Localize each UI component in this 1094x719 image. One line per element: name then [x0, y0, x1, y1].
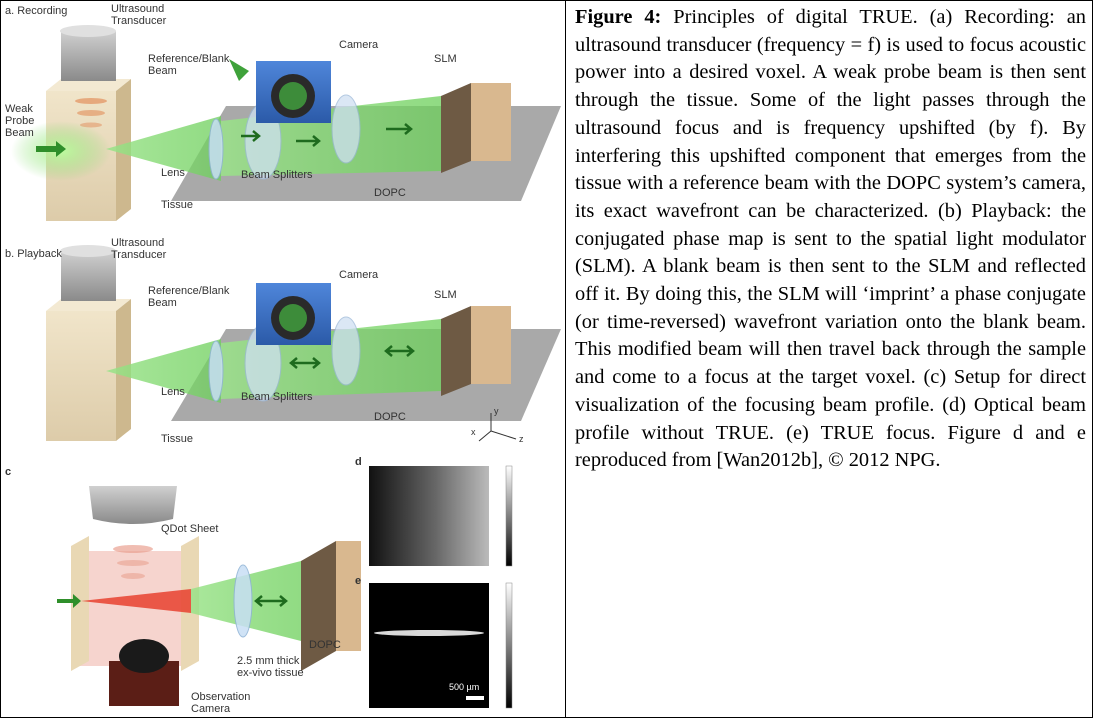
figure-caption: Figure 4: Principles of digital TRUE. (a… [575, 4, 1086, 475]
beam-splitter-2 [331, 316, 361, 386]
observation-camera-lens [119, 639, 169, 673]
scalebar-label: 500 µm [449, 682, 480, 692]
tissue-top [46, 299, 131, 311]
lens-label: Lens [161, 167, 185, 179]
bidirectional-arrow [289, 357, 321, 369]
transducer-top [60, 25, 116, 37]
axis-x-label: x [471, 427, 476, 437]
focus-line [81, 589, 191, 613]
panel-c-label: c [5, 466, 12, 478]
tissue-block [46, 311, 116, 441]
caption-text: Principles of digital TRUE. (a) Recordin… [575, 6, 1086, 472]
panel-a-label: a. Recording [5, 5, 68, 17]
probe-label: Weak Probe Beam [5, 103, 35, 139]
axes-icon [478, 413, 517, 442]
panel-b-label: b. Playback [5, 248, 62, 260]
camera-label: Camera [339, 39, 379, 51]
caption-label: Figure 4: [575, 6, 662, 28]
camera-sensor [279, 82, 307, 110]
slm-face [441, 83, 471, 173]
c-lens [233, 564, 253, 638]
beam-cone [106, 116, 221, 181]
transducer [61, 251, 116, 301]
c-transducer [89, 486, 177, 524]
tissue-top [46, 79, 131, 91]
beam-splitter-2 [331, 94, 361, 164]
transducer-label: Ultrasound Transducer [111, 237, 167, 261]
c-slm-box [336, 541, 361, 651]
slm-face [441, 306, 471, 396]
lens-label: Lens [161, 386, 185, 398]
axis-y-label: y [494, 406, 499, 416]
qdot-label: QDot Sheet [161, 523, 219, 535]
figure-4-illustration: a. Recording Ultrasound Transducer Refer… [1, 1, 564, 717]
splitters-label: Beam Splitters [241, 391, 313, 403]
slm-box [471, 83, 511, 161]
table-divider [565, 0, 566, 718]
colorbar-e [505, 582, 513, 709]
dopc-label: DOPC [374, 411, 406, 423]
panel-c [57, 486, 361, 706]
ref-arrow [229, 59, 249, 81]
profile-d-image [369, 466, 489, 566]
slm-label: SLM [434, 53, 457, 65]
focus-line-e [374, 630, 484, 636]
scalebar [466, 696, 484, 700]
axis-z-label: z [519, 434, 524, 444]
beam-cone [106, 339, 221, 403]
c-tissue-label: 2.5 mm thick ex-vivo tissue [237, 655, 304, 679]
splitters-label: Beam Splitters [241, 169, 313, 181]
transducer [61, 31, 116, 81]
bidirectional-arrow [384, 345, 415, 357]
slm-box [471, 306, 511, 384]
reference-label: Reference/Blank Beam [148, 285, 230, 309]
us-wave [121, 573, 145, 579]
colorbar-d [505, 465, 513, 567]
c-slm-face [301, 541, 336, 671]
probe-arrow [36, 141, 66, 157]
panel-e [369, 582, 513, 709]
dopc-label: DOPC [374, 187, 406, 199]
us-wave [77, 110, 105, 116]
us-wave [75, 98, 107, 104]
panel-d-label: d [355, 456, 362, 468]
panel-b [46, 245, 561, 442]
transducer-label: Ultrasound Transducer [111, 3, 167, 27]
c-dopc-label: DOPC [309, 639, 341, 651]
us-wave [113, 545, 153, 553]
beam-arrow [296, 135, 321, 147]
lens [208, 340, 224, 402]
transducer-top [60, 245, 116, 257]
observation-camera-label: Observation Camera [191, 691, 251, 715]
panel-e-label: e [355, 575, 362, 587]
tissue-slab-left [71, 536, 89, 671]
tissue-label: Tissue [161, 199, 193, 211]
lens [208, 118, 224, 180]
camera-label: Camera [339, 269, 379, 281]
reference-label: Reference/Blank Beam [148, 53, 230, 77]
beam-arrow [241, 130, 261, 142]
figure-svg [11, 25, 561, 709]
profile-e-image [369, 583, 489, 708]
us-wave [117, 560, 149, 566]
beam-arrow [386, 123, 413, 135]
panel-d [369, 465, 513, 567]
bidirectional-arrow [254, 595, 288, 607]
tissue-label: Tissue [161, 433, 193, 445]
camera-sensor [279, 304, 307, 332]
panel-a [11, 25, 561, 221]
slm-label: SLM [434, 289, 457, 301]
c-input-arrow [57, 594, 81, 608]
